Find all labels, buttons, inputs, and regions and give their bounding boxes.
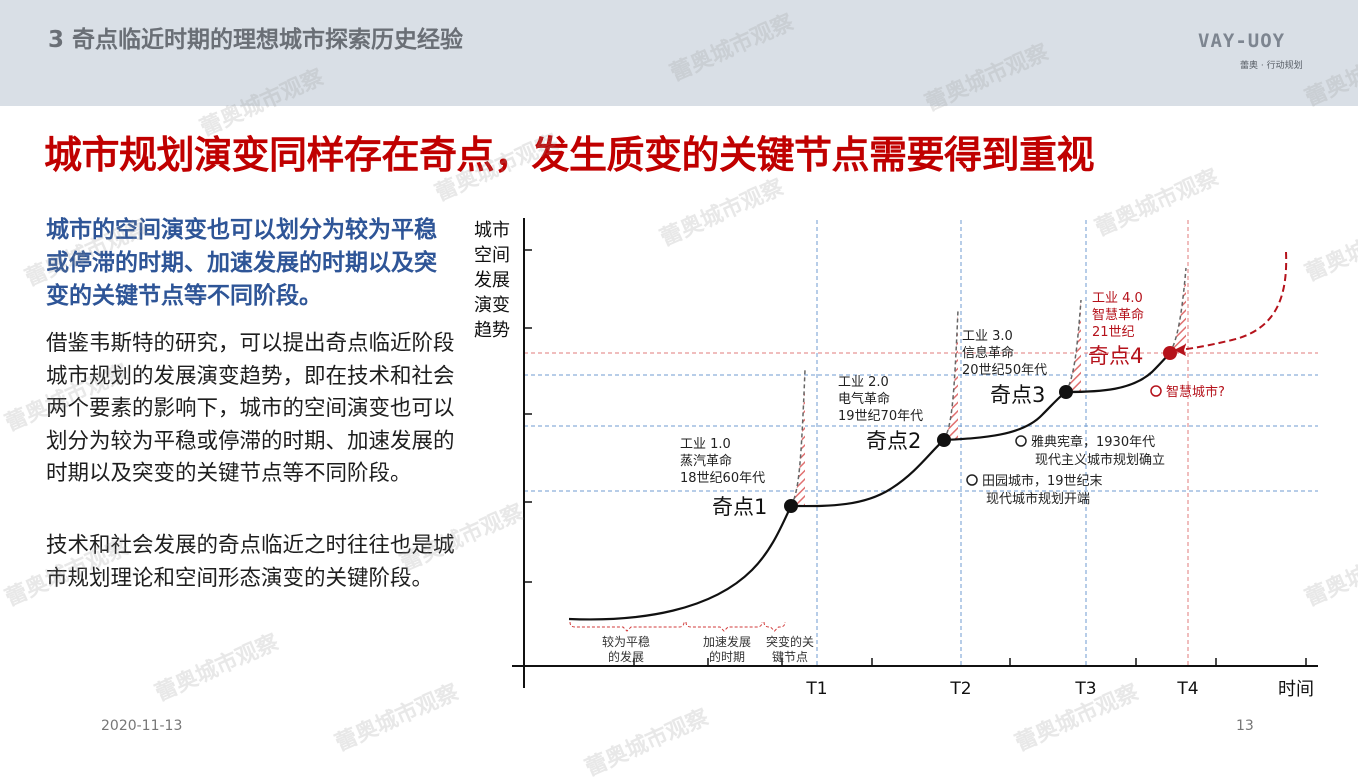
- body-paragraph-1: 借鉴韦斯特的研究，可以提出奇点临近阶段城市规划的发展演变趋势，即在技术和社会两个…: [46, 331, 455, 486]
- singularity-label-1: 奇点1: [712, 495, 767, 519]
- event-marker-3: [1150, 385, 1162, 397]
- revolution-note-1-line-2: 蒸汽革命: [680, 453, 732, 469]
- revolution-note-1-line-1: 工业 1.0: [680, 437, 731, 452]
- section-title: 3 奇点临近时期的理想城市探索历史经验: [48, 27, 464, 53]
- event-label-3-line-1: 智慧城市?: [1166, 384, 1225, 400]
- singularity-point-4: [1163, 346, 1177, 360]
- x-tick-label-1: T1: [805, 679, 827, 699]
- y-axis-label-4: 演变: [474, 295, 510, 316]
- watermark: 蕾奥城市观察: [581, 705, 713, 782]
- event-marker-2: [1015, 435, 1027, 447]
- brand-logo: VAY-UOY: [1198, 30, 1286, 52]
- event-marker-1: [966, 474, 978, 486]
- revolution-note-3-line-2: 信息革命: [962, 345, 1014, 361]
- event-label-1-line-2: 现代城市规划开端: [986, 491, 1090, 507]
- growth-curve: [568, 352, 1171, 621]
- revolution-note-2-line-1: 工业 2.0: [838, 375, 889, 390]
- phase-label-1-line-2: 的发展: [608, 649, 644, 664]
- y-axis-label-1: 城市: [474, 220, 510, 241]
- x-tick-label-3: T3: [1074, 679, 1096, 699]
- singularity-point-3: [1059, 385, 1073, 399]
- x-tick-label-2: T2: [949, 679, 971, 699]
- watermark: 蕾奥城市观察: [151, 630, 283, 707]
- singularity-point-1: [784, 499, 798, 513]
- future-trend-arrowhead: [1174, 344, 1186, 356]
- phase-label-3-line-2: 键节点: [772, 650, 808, 664]
- singularity-hatch-2: [944, 310, 958, 440]
- singularity-hatch-3: [1066, 300, 1081, 392]
- revolution-note-2-line-2: 电气革命: [838, 391, 890, 407]
- phase-label-2-line-2: 的时期: [709, 649, 745, 664]
- page-number: 13: [1236, 718, 1254, 734]
- phase-label-2-line-1: 加速发展: [703, 634, 751, 649]
- future-trend-curve: [1176, 251, 1288, 351]
- slide-headline: 城市规划演变同样存在奇点，发生质变的关键节点需要得到重视: [44, 133, 1095, 177]
- y-axis-label-5: 趋势: [474, 320, 510, 341]
- intro-text: 城市的空间演变也可以划分为较为平稳或停滞的时期、加速发展的时期以及突变的关键节点…: [46, 217, 437, 309]
- singularity-hatch-1: [791, 370, 805, 506]
- singularity-label-4: 奇点4: [1088, 344, 1143, 368]
- singularity-spike-1: [790, 369, 806, 507]
- watermark: 蕾奥城市观察: [331, 680, 463, 757]
- phase-brace-3: [763, 621, 786, 632]
- body-paragraph-2: 技术和社会发展的奇点临近之时往往也是城市规划理论和空间形态演变的关键阶段。: [46, 533, 455, 591]
- singularity-label-2: 奇点2: [866, 429, 921, 453]
- x-axis-label: 时间: [1278, 679, 1314, 700]
- revolution-note-4-line-1: 工业 4.0: [1092, 291, 1143, 306]
- y-axis-label-2: 空间: [474, 245, 510, 266]
- revolution-note-4-line-3: 21世纪: [1092, 325, 1135, 340]
- phase-brace-1: [569, 621, 685, 632]
- revolution-note-2-line-3: 19世纪70年代: [838, 409, 923, 424]
- brand-logo-subtitle: 蕾奥 · 行动规划: [1240, 61, 1303, 71]
- singularity-label-3: 奇点3: [990, 383, 1045, 407]
- y-axis-label-3: 发展: [474, 270, 510, 291]
- phase-brace-2: [685, 621, 763, 632]
- phase-label-3-line-1: 突变的关: [766, 634, 814, 649]
- header-band: [0, 0, 1358, 106]
- revolution-note-4-line-2: 智慧革命: [1092, 307, 1144, 323]
- singularity-point-2: [937, 433, 951, 447]
- singularity-hatch-4: [1170, 268, 1186, 353]
- revolution-note-3-line-1: 工业 3.0: [962, 329, 1013, 344]
- event-label-2-line-2: 现代主义城市规划确立: [1035, 452, 1165, 468]
- singularity-spike-2: [943, 309, 959, 441]
- singularity-spike-3: [1065, 299, 1082, 393]
- revolution-note-1-line-3: 18世纪60年代: [680, 471, 765, 486]
- event-label-2-line-1: 雅典宪章，1930年代: [1031, 434, 1155, 450]
- revolution-note-3-line-3: 20世纪50年代: [962, 363, 1047, 378]
- phase-label-1-line-1: 较为平稳: [602, 634, 650, 649]
- footer-date: 2020-11-13: [101, 718, 183, 734]
- x-tick-label-4: T4: [1176, 679, 1198, 699]
- event-label-1-line-1: 田园城市，19世纪末: [982, 473, 1103, 489]
